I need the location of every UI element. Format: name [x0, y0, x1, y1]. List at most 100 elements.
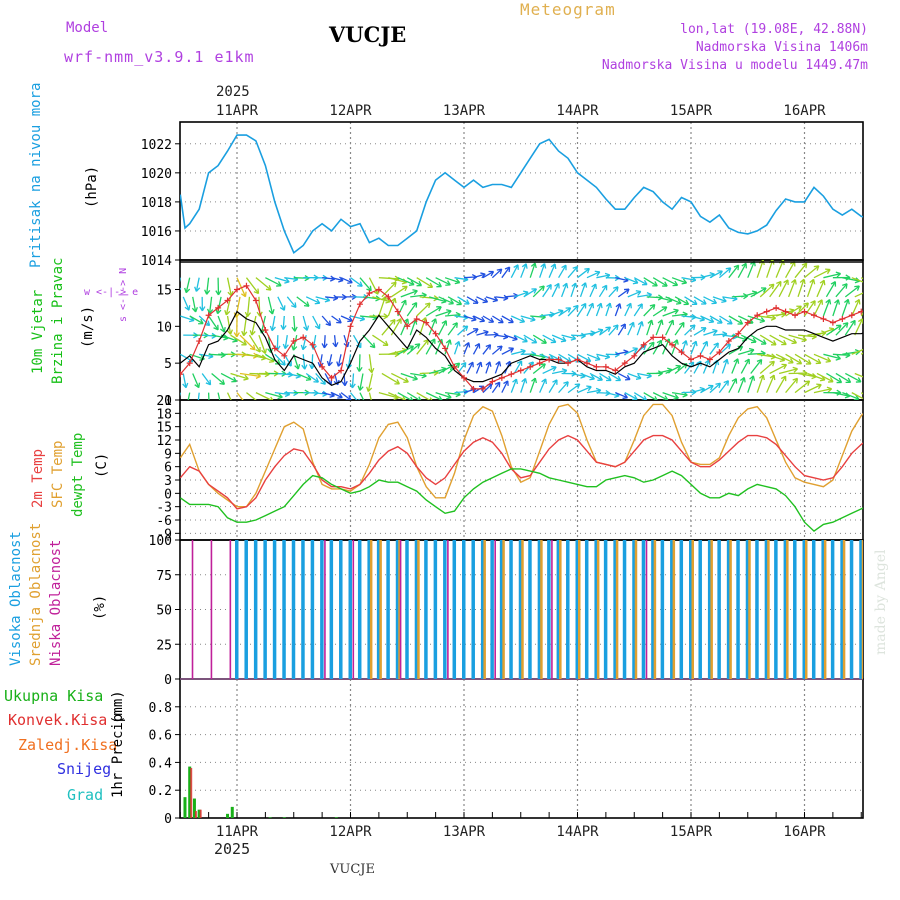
cloud-high-bar: [263, 540, 267, 679]
wind-arrow-head: [815, 358, 822, 365]
gust-marker: [555, 356, 562, 363]
wind-arrow: [728, 345, 743, 355]
wind-arrow-head: [436, 281, 442, 288]
wind-arrow: [473, 315, 485, 322]
wind-arrow: [737, 263, 747, 278]
wind-arrow-head: [257, 400, 262, 405]
wind-arrow: [816, 279, 825, 298]
wind-arrow: [747, 352, 766, 355]
gust-marker: [706, 356, 713, 363]
wind-arrow: [627, 290, 642, 298]
cloud-high-bar: [452, 540, 457, 679]
bottom-day-label: 12APR: [329, 824, 372, 840]
panel-frame: [179, 678, 864, 819]
wind-arrow-head: [226, 329, 234, 335]
y-tick-label: 0: [164, 812, 172, 827]
wind-arrow: [693, 296, 707, 305]
wind-arrow-head: [508, 317, 514, 324]
wind-arrow: [542, 284, 552, 298]
wind-arrow-head: [437, 395, 443, 400]
wind-arrow: [472, 343, 480, 355]
wind-arrow: [860, 311, 863, 317]
wind-arrow-head: [632, 394, 638, 400]
cloud-high-bar: [282, 540, 286, 679]
wind-arrow-head: [452, 322, 458, 328]
wind-arrow: [586, 303, 594, 317]
wind-arrow: [523, 334, 537, 344]
wind-arrow: [684, 324, 696, 336]
gust-marker: [744, 319, 751, 326]
cloud-high-bar: [755, 540, 759, 679]
wind-arrow: [482, 271, 494, 279]
wind-arrow-head: [855, 377, 862, 383]
wind-arrow: [296, 372, 312, 381]
wind-arrow: [311, 354, 314, 369]
wind-arrow: [731, 358, 739, 374]
wind-arrow: [656, 296, 673, 302]
wind-arrow: [325, 296, 338, 299]
wind-arrow-head: [540, 263, 547, 269]
wind-arrow-head: [796, 359, 803, 365]
wind-arrow-head: [649, 303, 656, 310]
wind-arrow: [189, 353, 205, 360]
gust-line: [180, 285, 863, 390]
wind-arrow: [608, 372, 621, 382]
wind-arrow-head: [889, 306, 894, 311]
wind-arrow-head: [357, 281, 363, 287]
wind-arrow-head: [390, 318, 396, 325]
gust-marker: [215, 304, 222, 311]
wind-arrow: [712, 296, 727, 302]
wind-arrow-head: [471, 315, 477, 322]
wind-arrow: [577, 268, 590, 279]
y-tick-label: 25: [156, 638, 172, 653]
wind-arrow: [700, 385, 714, 394]
wind-arrow: [485, 296, 498, 302]
wind-arrow: [756, 260, 764, 278]
wind-arrow-head: [431, 318, 438, 324]
wind-arrow-head: [834, 299, 841, 305]
cloud-high-bar: [462, 540, 466, 679]
bottom-year: 2025: [214, 840, 251, 858]
gust-marker: [347, 323, 354, 330]
wind-arrow: [841, 299, 849, 317]
wind-arrow: [359, 392, 365, 400]
cloud-high-bar: [471, 540, 475, 679]
wind-arrow: [333, 335, 337, 347]
wind-arrow-head: [241, 330, 248, 337]
gust-marker: [678, 349, 685, 356]
wind-arrow-head: [804, 380, 811, 386]
wind-arrow-head: [385, 297, 391, 304]
wind-arrow-head: [261, 348, 268, 355]
y-tick-label: 0.6: [149, 729, 172, 744]
wind-arrow: [558, 307, 571, 317]
cloud-high-bar: [679, 540, 684, 679]
gust-marker: [234, 286, 240, 293]
wind-arrow: [368, 354, 373, 373]
cloud-low-bar: [210, 540, 213, 679]
precip-conv-bar: [194, 811, 197, 818]
gust-marker: [810, 312, 817, 319]
wind-arrow: [637, 372, 652, 377]
wind-arrow-head: [701, 299, 707, 305]
wind-arrow-head: [828, 377, 834, 383]
wind-arrow: [293, 315, 296, 332]
wind-arrow-head: [494, 381, 501, 388]
wind-arrow: [864, 318, 870, 335]
cloud-high-bar: [310, 540, 315, 679]
wind-arrow: [447, 296, 462, 306]
wind-arrow-head: [748, 347, 755, 354]
wind-arrow-head: [485, 361, 492, 367]
wind-arrow: [523, 288, 537, 298]
cloud-high-bar: [367, 540, 371, 679]
wind-arrow-head: [482, 297, 489, 304]
cloud-mid-bar: [861, 540, 863, 679]
wind-arrow: [255, 277, 272, 291]
wind-arrow: [482, 344, 491, 355]
cloud-mid-bar: [483, 540, 486, 679]
cloud-mid-bar: [710, 540, 713, 679]
gust-marker: [252, 297, 259, 304]
wind-arrow: [560, 283, 568, 298]
wind-arrow-head: [622, 393, 628, 400]
wind-arrow: [718, 380, 729, 394]
wind-arrow-head: [708, 384, 714, 391]
